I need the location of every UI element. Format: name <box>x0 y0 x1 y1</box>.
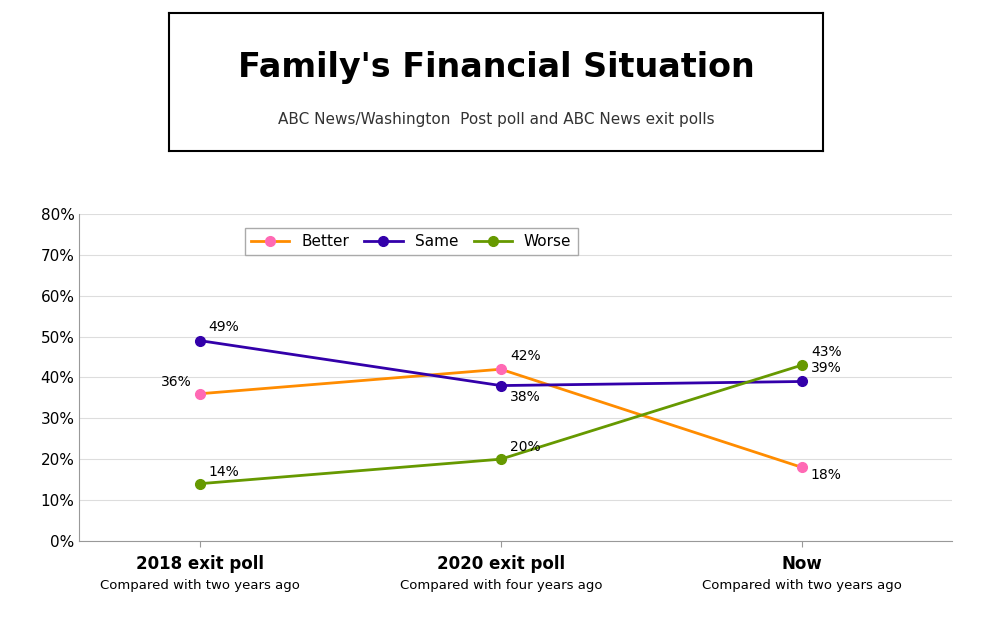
Same <box>495 382 507 389</box>
Text: ABC News/Washington  Post poll and ABC News exit polls: ABC News/Washington Post poll and ABC Ne… <box>278 112 714 127</box>
Text: 49%: 49% <box>208 320 239 335</box>
Text: 18%: 18% <box>810 467 842 482</box>
Line: Better: Better <box>194 364 806 472</box>
Line: Same: Same <box>194 336 806 391</box>
Text: 38%: 38% <box>510 390 541 404</box>
Better <box>796 464 807 471</box>
Worse <box>796 361 807 369</box>
Worse <box>495 455 507 463</box>
Text: Compared with two years ago: Compared with two years ago <box>702 579 902 592</box>
Text: Compared with two years ago: Compared with two years ago <box>100 579 300 592</box>
Text: 43%: 43% <box>810 345 841 359</box>
Text: 36%: 36% <box>161 375 191 389</box>
Text: Compared with four years ago: Compared with four years ago <box>400 579 602 592</box>
Text: 20%: 20% <box>510 440 541 454</box>
Worse <box>193 480 205 487</box>
Text: Family's Financial Situation: Family's Financial Situation <box>238 52 754 84</box>
Line: Worse: Worse <box>194 360 806 489</box>
Legend: Better, Same, Worse: Better, Same, Worse <box>245 228 577 255</box>
Better <box>495 365 507 373</box>
Better <box>193 390 205 398</box>
Same <box>796 377 807 385</box>
Text: 42%: 42% <box>510 349 541 363</box>
Same <box>193 337 205 344</box>
Text: 39%: 39% <box>810 361 841 376</box>
Text: 14%: 14% <box>208 465 239 479</box>
